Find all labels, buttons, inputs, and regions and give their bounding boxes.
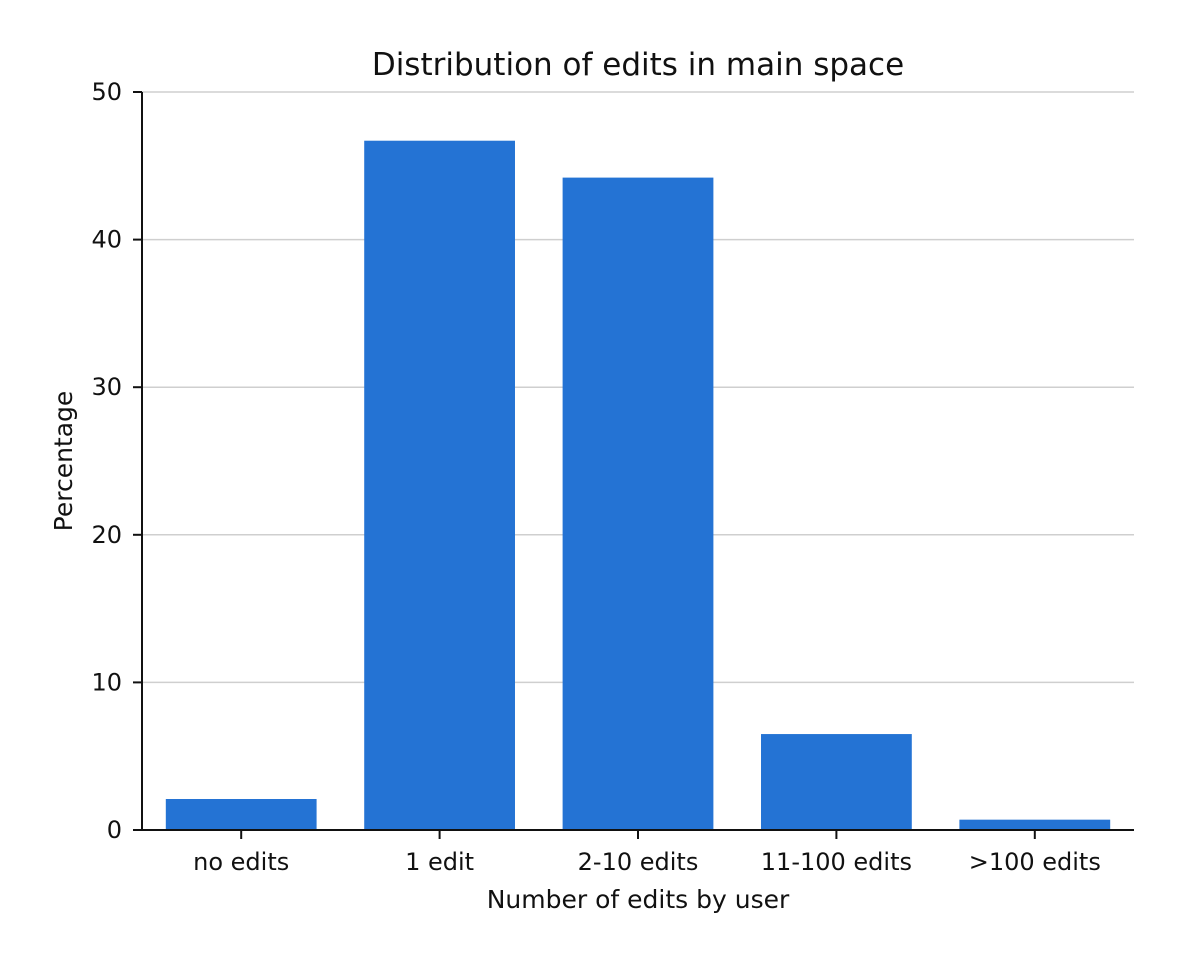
- y-tick-label: 30: [91, 373, 122, 401]
- y-axis-ticks: 0 10 20 30 40 50: [91, 78, 142, 844]
- bars: [165, 140, 1111, 830]
- x-axis-label: Number of edits by user: [487, 885, 790, 914]
- y-tick-label: 10: [91, 668, 122, 696]
- x-tick-label: 11-100 edits: [761, 848, 912, 876]
- x-tick-label: 1 edit: [405, 848, 474, 876]
- chart-title: Distribution of edits in main space: [372, 47, 904, 83]
- bar: [959, 819, 1111, 830]
- y-tick-label: 50: [91, 78, 122, 106]
- y-tick-label: 20: [91, 521, 122, 549]
- x-tick-label: no edits: [193, 848, 289, 876]
- bar: [562, 177, 714, 830]
- x-axis-ticks: no edits 1 edit 2-10 edits 11-100 edits >100…: [193, 830, 1101, 876]
- bar: [761, 734, 912, 830]
- y-axis-label: Percentage: [49, 391, 78, 532]
- bar: [364, 140, 515, 830]
- x-tick-label: >100 edits: [969, 848, 1101, 876]
- bar: [165, 799, 317, 830]
- y-tick-label: 0: [107, 816, 122, 844]
- y-tick-label: 40: [91, 226, 122, 254]
- x-tick-label: 2-10 edits: [578, 848, 699, 876]
